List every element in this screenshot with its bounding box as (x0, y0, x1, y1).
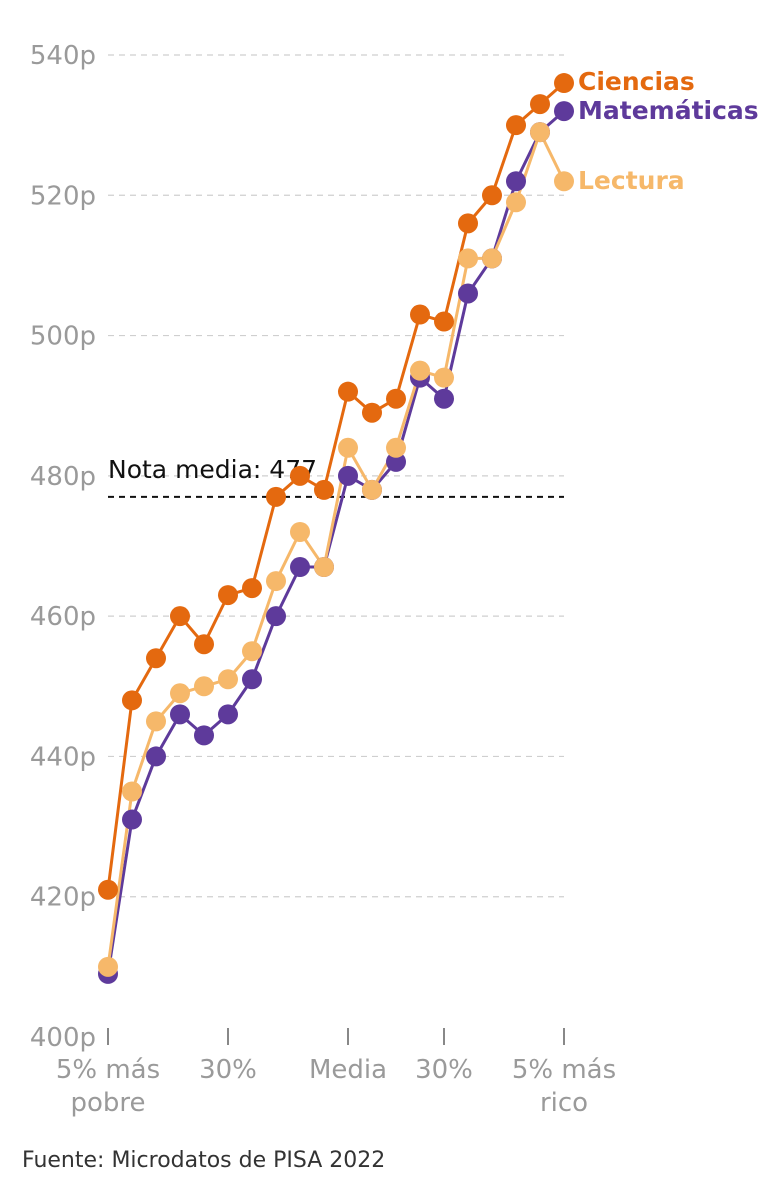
x-tick-label: pobre (70, 1088, 145, 1118)
data-point (194, 725, 214, 746)
data-point (290, 465, 310, 486)
data-point (506, 115, 526, 136)
x-tick-label: 30% (415, 1055, 473, 1085)
data-point (554, 73, 574, 94)
data-point (242, 578, 262, 599)
data-point (410, 304, 430, 325)
data-point (386, 437, 406, 458)
data-point (314, 479, 334, 500)
x-tick-label: Media (309, 1055, 387, 1085)
data-point (290, 557, 310, 578)
reference-line-label: Nota media: 477 (108, 455, 317, 484)
data-point (122, 781, 142, 802)
x-tick-label: 30% (199, 1055, 257, 1085)
data-point (506, 192, 526, 213)
y-tick-label: 480p (30, 462, 96, 492)
data-point (506, 171, 526, 192)
data-point (170, 704, 190, 725)
data-point (290, 521, 310, 542)
data-point (146, 648, 166, 669)
x-tick-label: 5% más (512, 1055, 616, 1085)
data-point (458, 213, 478, 234)
source-note: Fuente: Microdatos de PISA 2022 (22, 1148, 386, 1173)
data-point (266, 571, 286, 592)
data-point (434, 388, 454, 409)
data-point (218, 585, 238, 606)
data-point (146, 746, 166, 767)
data-point (554, 171, 574, 192)
data-point (530, 122, 550, 143)
series-points (98, 73, 574, 984)
data-point (218, 669, 238, 690)
series-label: Lectura (578, 166, 685, 195)
data-point (194, 634, 214, 655)
series-label: Ciencias (578, 67, 695, 96)
data-point (218, 704, 238, 725)
series-label: Matemáticas (578, 96, 759, 125)
data-point (194, 676, 214, 697)
data-point (98, 879, 118, 900)
data-point (434, 311, 454, 332)
data-point (482, 248, 502, 269)
data-point (242, 669, 262, 690)
data-point (146, 711, 166, 732)
reference-line-group: Nota media: 477 (108, 455, 564, 498)
x-tick-label: 5% más (56, 1055, 160, 1085)
y-axis-tick-labels: 400p 420p 440p 460p 480p 500p 520p 540p (30, 41, 96, 1053)
data-point (434, 367, 454, 388)
data-point (458, 283, 478, 304)
data-point (362, 402, 382, 423)
data-point (266, 486, 286, 507)
data-point (122, 809, 142, 830)
y-tick-label: 520p (30, 181, 96, 211)
data-point (386, 451, 406, 472)
data-point (242, 641, 262, 662)
y-tick-label: 400p (30, 1023, 96, 1053)
series-line (106, 109, 565, 975)
y-tick-label: 420p (30, 883, 96, 913)
data-point (554, 101, 574, 122)
data-point (482, 185, 502, 206)
data-point (314, 557, 334, 578)
data-point (338, 437, 358, 458)
data-point (362, 479, 382, 500)
y-tick-label: 460p (30, 602, 96, 632)
data-point (530, 94, 550, 115)
data-point (98, 956, 118, 977)
y-tick-label: 440p (30, 742, 96, 772)
data-point (410, 360, 430, 381)
x-tick-label: rico (540, 1088, 588, 1118)
data-point (170, 606, 190, 627)
data-point (338, 465, 358, 486)
data-point (266, 606, 286, 627)
data-point (122, 690, 142, 711)
data-point (386, 388, 406, 409)
data-point (338, 381, 358, 402)
y-tick-label: 500p (30, 322, 96, 352)
data-point (458, 248, 478, 269)
series-lines (106, 81, 566, 975)
data-point (170, 683, 190, 704)
y-tick-label: 540p (30, 41, 96, 71)
